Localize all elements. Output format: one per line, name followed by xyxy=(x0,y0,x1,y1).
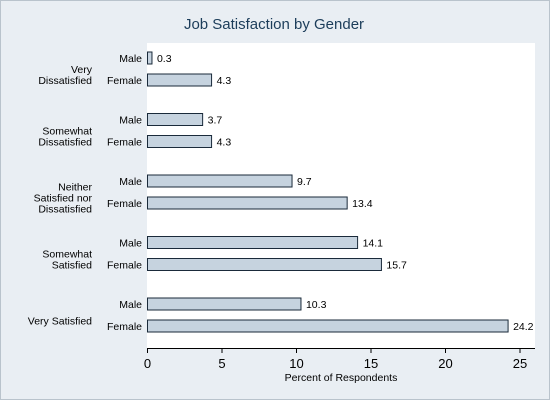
bar-value-label: 9.7 xyxy=(297,176,312,188)
bar xyxy=(147,236,359,249)
bar xyxy=(147,174,293,188)
chart-title: Job Satisfaction by Gender xyxy=(184,16,364,33)
group-label: Dissatisfied xyxy=(38,75,92,87)
bar-value-label: 4.3 xyxy=(217,136,232,148)
bar-category-label: Female xyxy=(107,75,142,87)
bar-category-label: Male xyxy=(119,53,142,65)
x-tick-label: 10 xyxy=(289,356,303,371)
bar xyxy=(147,319,509,333)
group-label: Neither xyxy=(58,182,92,194)
bar-value-label: 24.2 xyxy=(513,321,534,333)
x-tick-label: 25 xyxy=(513,356,527,371)
x-axis-title: Percent of Respondents xyxy=(285,372,398,384)
group-label: Somewhat xyxy=(42,126,92,138)
bar-category-label: Female xyxy=(107,259,142,271)
bar-value-label: 4.3 xyxy=(217,75,232,87)
bar-category-label: Male xyxy=(119,176,142,188)
bar xyxy=(147,258,382,271)
group-label: Very Satisfied xyxy=(28,316,92,328)
group-label: Dissatisfied xyxy=(38,204,92,216)
bar-category-label: Female xyxy=(107,136,142,148)
bar-value-label: 13.4 xyxy=(352,198,373,210)
group-label: Satisfied xyxy=(52,260,92,272)
x-tick-label: 0 xyxy=(144,356,151,371)
group-label: Satisfied nor xyxy=(34,193,93,205)
bar xyxy=(147,196,348,210)
plot-area xyxy=(147,43,535,348)
group-label: Somewhat xyxy=(42,249,92,261)
bar xyxy=(147,51,153,65)
bar-category-label: Male xyxy=(119,114,142,126)
bar-category-label: Female xyxy=(107,198,142,210)
bar-value-label: 0.3 xyxy=(157,53,172,65)
x-tick-label: 15 xyxy=(364,356,378,371)
bar-category-label: Female xyxy=(107,321,142,333)
x-tick-label: 5 xyxy=(218,356,225,371)
bar-category-label: Male xyxy=(119,237,142,249)
bar xyxy=(147,135,213,148)
group-label: Very xyxy=(71,64,93,76)
bar xyxy=(147,297,302,311)
bar-category-label: Male xyxy=(119,299,142,311)
group-label: Dissatisfied xyxy=(38,137,92,149)
bar xyxy=(147,73,213,87)
bar xyxy=(147,113,204,126)
bar-value-label: 15.7 xyxy=(386,259,407,271)
bar-value-label: 3.7 xyxy=(208,114,223,126)
bar-value-label: 10.3 xyxy=(306,299,327,311)
x-tick-label: 20 xyxy=(438,356,452,371)
bar-value-label: 14.1 xyxy=(363,237,384,249)
